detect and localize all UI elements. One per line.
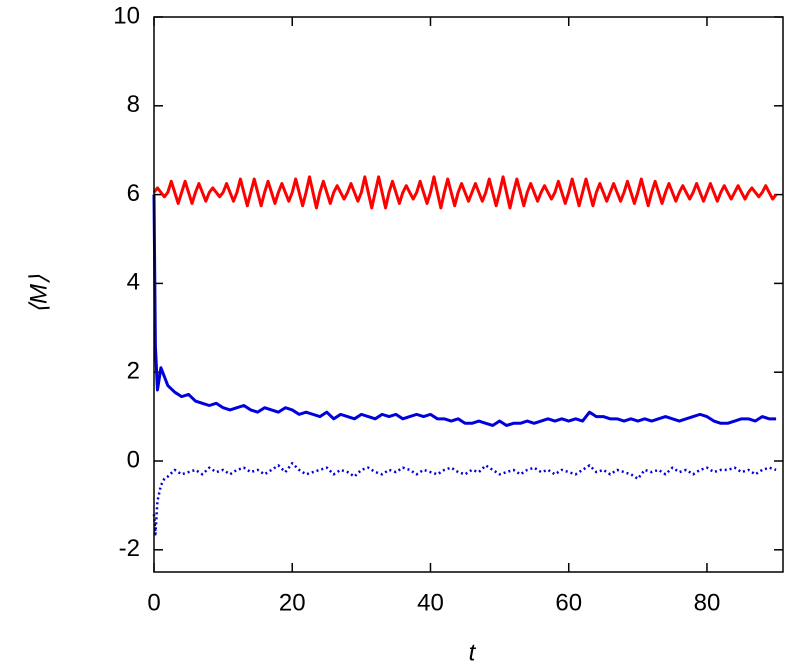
data-line (152, 461, 777, 536)
data-line (152, 175, 778, 210)
x-tick-label: 80 (694, 589, 721, 616)
plot-frame (153, 16, 784, 573)
y-tick-label: 2 (127, 358, 140, 385)
y-axis-label: ⟨M⟩ (25, 274, 52, 313)
y-tick-label: 4 (127, 269, 140, 296)
y-tick-label: -2 (119, 535, 140, 562)
x-tick-label: 40 (417, 589, 444, 616)
y-tick-label: 8 (127, 91, 140, 118)
data-line (152, 194, 777, 427)
x-axis-label: t (469, 639, 477, 666)
x-tick-label: 0 (147, 589, 160, 616)
y-tick-label: 6 (127, 180, 140, 207)
y-tick-label: 10 (113, 2, 140, 29)
x-tick-label: 60 (555, 589, 582, 616)
x-tick-label: 20 (279, 589, 306, 616)
y-tick-label: 0 (127, 446, 140, 473)
